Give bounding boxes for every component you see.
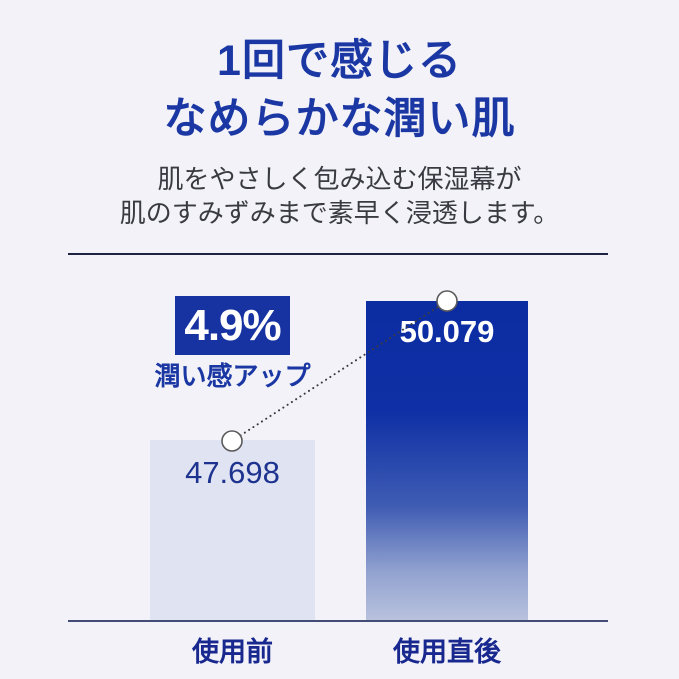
bar-before-value-label: 47.698 (185, 455, 280, 490)
subtitle-line1: 肌をやさしく包み込む保湿幕が (157, 164, 522, 194)
bar-before-use: 47.698 (150, 440, 315, 621)
percent-badge: 4.9% (175, 296, 290, 355)
page-title-line1: 1回で感じる (217, 37, 462, 85)
chart-baseline (68, 620, 608, 622)
bar-after-value-label: 50.079 (399, 314, 495, 349)
percent-badge-value: 4.9% (184, 300, 281, 350)
bar-after-use: 50.079 (366, 301, 528, 621)
subtitle-line2: 肌のすみずみまで素早く浸透します。 (119, 198, 560, 228)
page-title-line2: なめらかな潤い肌 (163, 95, 516, 143)
percent-badge-caption: 潤い感アップ (154, 361, 311, 391)
axis-label-before-use: 使用前 (192, 637, 273, 667)
header-divider (68, 253, 608, 255)
axis-label-after-use: 使用直後 (393, 637, 501, 667)
